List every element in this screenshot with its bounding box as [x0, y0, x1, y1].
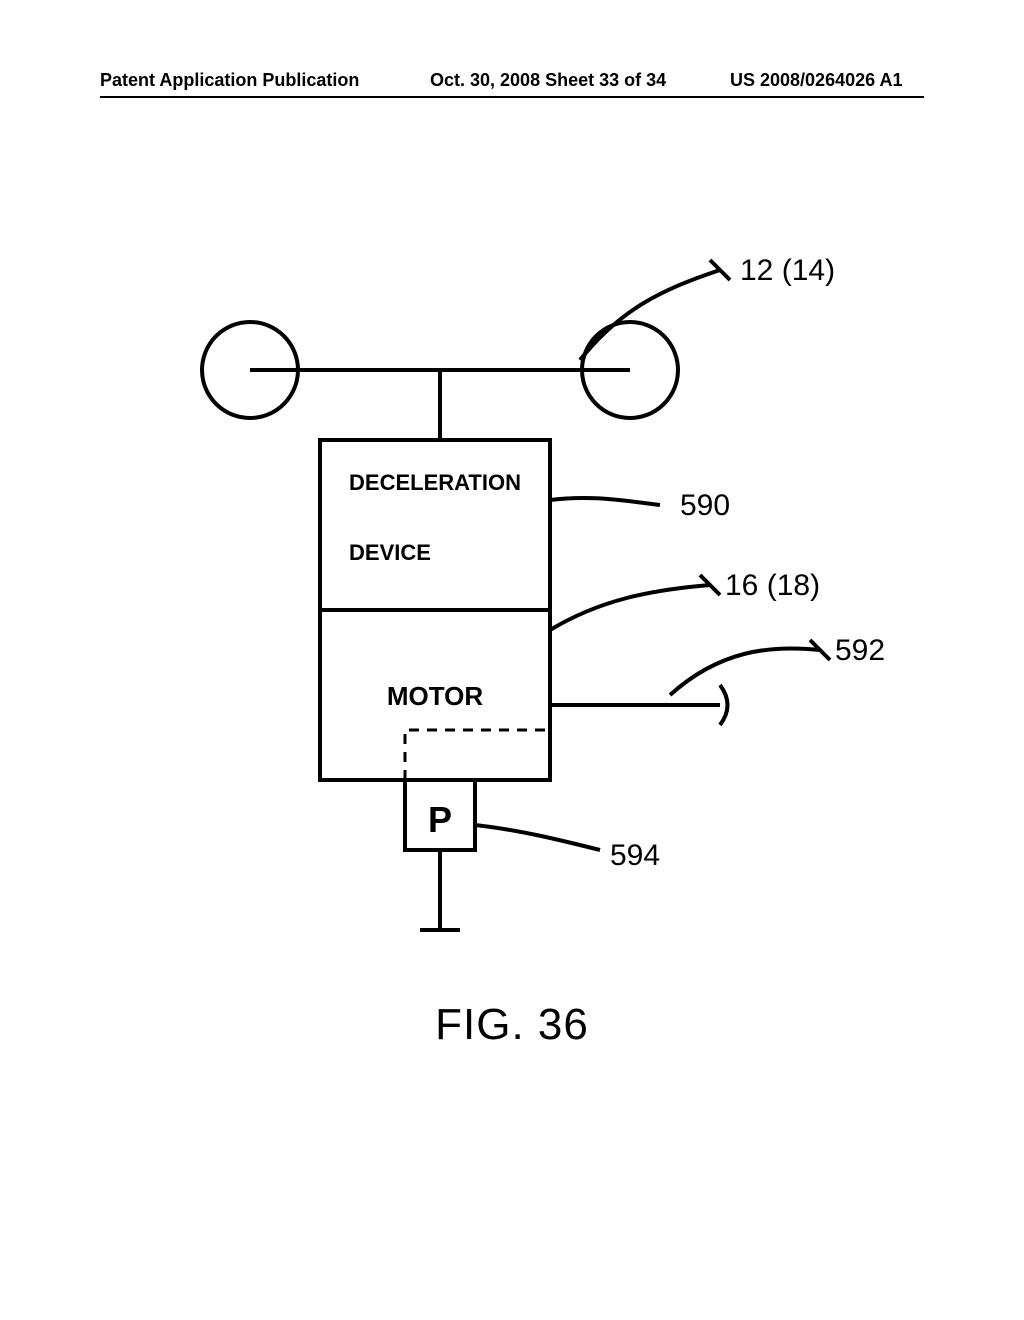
ref-12-14: 12 (14)	[740, 254, 835, 287]
figure-caption: FIG. 36	[0, 1000, 1024, 1050]
diagram-svg: DECELERATION DEVICE MOTOR P 12 (14) 590 …	[0, 250, 1024, 1050]
header-rule	[100, 96, 924, 98]
motor-label: MOTOR	[387, 681, 484, 711]
header-left: Patent Application Publication	[100, 70, 359, 91]
header-right: US 2008/0264026 A1	[730, 70, 902, 91]
decel-label-1: DECELERATION	[349, 470, 521, 495]
figure-36: DECELERATION DEVICE MOTOR P 12 (14) 590 …	[0, 250, 1024, 1050]
ref-592: 592	[835, 634, 885, 667]
decel-label-2: DEVICE	[349, 540, 431, 565]
ref-594: 594	[610, 839, 660, 872]
p-label: P	[428, 799, 452, 840]
ref-16-18: 16 (18)	[725, 569, 820, 602]
ref-590: 590	[680, 489, 730, 522]
page-root: Patent Application Publication Oct. 30, …	[0, 0, 1024, 1320]
header-center: Oct. 30, 2008 Sheet 33 of 34	[430, 70, 666, 91]
